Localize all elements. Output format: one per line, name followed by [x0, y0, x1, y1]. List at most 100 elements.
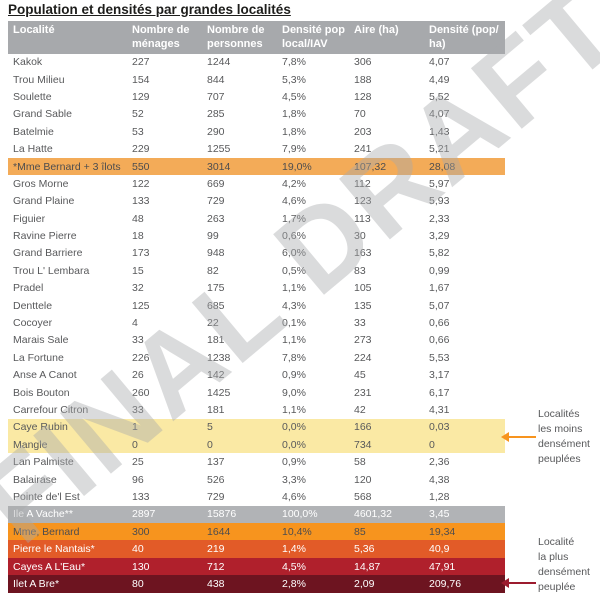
table-cell: 48 [132, 212, 144, 225]
table-cell: Soulette [13, 90, 52, 103]
table-cell: Lan Palmiste [13, 456, 74, 469]
table-cell: 209,76 [424, 575, 505, 593]
table-cell: 5,53 [429, 351, 450, 364]
table-cell: Grand Barriere [13, 247, 83, 260]
table-cell: 231 [354, 386, 372, 399]
arrow-left-darkred-icon [501, 578, 536, 588]
table-cell: 0,9% [282, 456, 306, 469]
table-cell: 30 [354, 230, 366, 243]
table-row: Cayes A L'Eau* 130 712 4,5% 14,87 47,91 [8, 557, 505, 576]
table-cell: 438 [202, 575, 277, 593]
table-cell: 52 [132, 108, 144, 121]
table-cell: Ravine Pierre [13, 230, 77, 243]
annotation-line: densément [538, 438, 590, 450]
annotation-line: Localité [538, 536, 575, 548]
table-cell: 47,91 [424, 557, 505, 576]
table-cell: 226 [132, 351, 150, 364]
table-cell: 53 [132, 125, 144, 138]
column-header: Nombre de ménages [127, 21, 202, 54]
table-cell: 712 [202, 557, 277, 576]
table-cell: 18 [132, 230, 144, 243]
table-cell: 40,9 [424, 540, 505, 558]
table-cell: 0 [424, 436, 505, 454]
table-cell: Pointe de'l Est [13, 490, 80, 503]
table-row: La Fortune 226 1238 7,8% 224 5,53 [8, 349, 505, 366]
population-density-table: Localité Nombre de ménages Nombre de perso… [8, 21, 505, 593]
table-cell: Pierre le Nantais* [8, 540, 127, 558]
table-cell: 0,9% [282, 369, 306, 382]
table-cell: 241 [354, 143, 372, 156]
table-cell: 40 [127, 540, 202, 558]
table-cell: 203 [354, 125, 372, 138]
table-row: Gros Morne 122 669 4,2% 112 5,97 [8, 175, 505, 192]
table-cell: 1,43 [429, 125, 450, 138]
table-cell: 1 [127, 418, 202, 437]
table-cell: Figuier [13, 212, 46, 225]
table-row: Grand Plaine 133 729 4,6% 123 5,93 [8, 193, 505, 210]
table-cell: 137 [207, 456, 225, 469]
table-cell: 1244 [207, 56, 231, 69]
table-row: Batelmie 53 290 1,8% 203 1,43 [8, 123, 505, 140]
table-cell: 5,21 [429, 143, 450, 156]
table-row: Carrefour Citron 33 181 1,1% 42 4,31 [8, 401, 505, 418]
table-cell: 3,45 [424, 505, 505, 524]
table-cell: 1,8% [282, 108, 306, 121]
table-cell: 4,38 [429, 473, 450, 486]
table-cell: 229 [132, 143, 150, 156]
table-cell: 58 [354, 456, 366, 469]
table-cell: 6,0% [282, 247, 306, 260]
table-cell: Marais Sale [13, 334, 69, 347]
table-row: Trou Milieu 154 844 5,3% 188 4,49 [8, 71, 505, 88]
table-cell: 15876 [202, 505, 277, 524]
table-cell: 33 [132, 334, 144, 347]
table-cell: 15 [132, 264, 144, 277]
table-cell: 0 [202, 436, 277, 454]
table-cell: 181 [207, 404, 225, 416]
table-cell: 4,6% [282, 490, 306, 503]
annotation-line: la plus [538, 551, 569, 563]
annotation-line: Localités [538, 408, 580, 420]
table-cell: 5,97 [429, 177, 450, 190]
table-row: Bois Bouton 260 1425 9,0% 231 6,17 [8, 384, 505, 401]
table-cell: 154 [132, 73, 150, 86]
table-cell: 45 [354, 369, 366, 382]
annotation-least-dense: Localités les moins densément peuplées [538, 407, 600, 467]
table-cell: Caye Rubin [8, 418, 127, 437]
table-cell: 128 [354, 90, 372, 103]
table-cell: 300 [127, 523, 202, 541]
table-cell: Kakok [13, 56, 43, 69]
table-cell: Bois Bouton [13, 386, 70, 399]
table-cell: 19,0% [277, 157, 349, 176]
table-cell: 175 [207, 282, 225, 295]
table-cell: Trou L' Lembara [13, 264, 90, 277]
annotation-most-dense: Localité la plus densément peuplée [538, 535, 600, 595]
page-title: Population et densités par grandes local… [8, 2, 291, 17]
table-cell: 25 [132, 456, 144, 469]
table-row: Denttele 125 685 4,3% 135 5,07 [8, 297, 505, 314]
table-cell: *Mme Bernard + 3 îlots [8, 157, 127, 176]
table-cell: 82 [207, 264, 219, 277]
table-cell: 123 [354, 195, 372, 208]
table-cell: 7,8% [282, 56, 306, 69]
table-cell: 0,66 [429, 334, 450, 347]
table-cell: Pradel [13, 282, 44, 295]
table-cell: Anse A Canot [13, 369, 77, 382]
table-cell: 0,6% [282, 230, 306, 243]
table-cell: 290 [207, 125, 225, 138]
table-row: Figuier 48 263 1,7% 113 2,33 [8, 210, 505, 227]
table-cell: 142 [207, 369, 225, 382]
table-cell: 70 [354, 108, 366, 121]
table-cell: 5,07 [429, 299, 450, 312]
table-cell: 181 [207, 334, 225, 347]
table-cell: 166 [349, 418, 424, 437]
table-cell: 1644 [202, 523, 277, 541]
table-cell: 4,3% [282, 299, 306, 312]
table-cell: Carrefour Citron [13, 404, 89, 416]
table-cell: 99 [207, 230, 219, 243]
table-cell: 224 [354, 351, 372, 364]
table-cell: 1,1% [282, 282, 306, 295]
table-row: Balairase 96 526 3,3% 120 4,38 [8, 471, 505, 488]
table-cell: 14,87 [349, 557, 424, 576]
table-cell: Mangle [8, 436, 127, 454]
table-cell: 2,33 [429, 212, 450, 225]
